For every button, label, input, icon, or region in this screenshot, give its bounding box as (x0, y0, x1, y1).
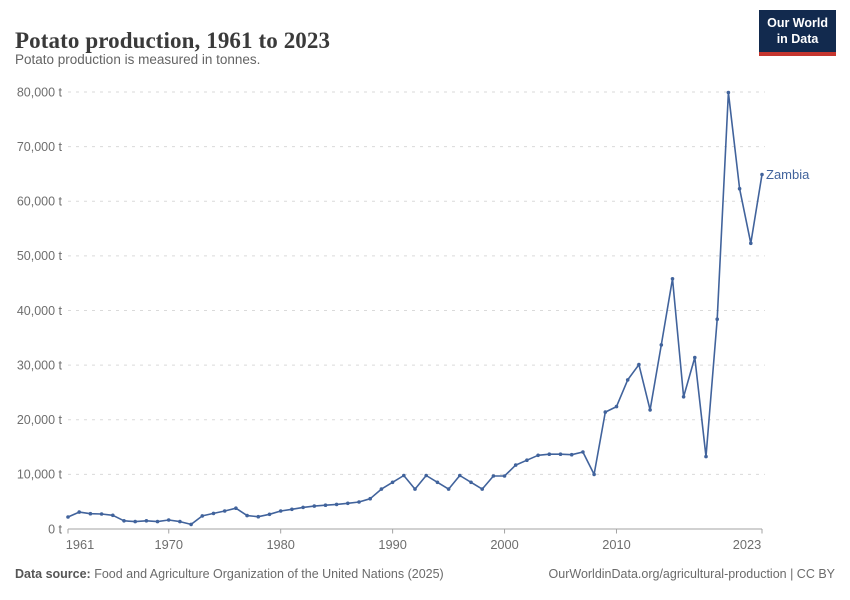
x-tick-label: 1990 (378, 537, 406, 552)
x-tick-label: 2023 (733, 537, 761, 552)
series-line-zambia[interactable] (67, 91, 763, 526)
data-source-label: Data source: (15, 567, 91, 581)
y-tick-label: 30,000 t (17, 358, 63, 372)
owid-logo-line1: Our World (767, 16, 828, 30)
chart-title: Potato production, 1961 to 2023 (15, 28, 331, 54)
chart-subtitle: Potato production is measured in tonnes. (15, 52, 261, 67)
x-tick-label: 1970 (155, 537, 183, 552)
x-tick-label: 2000 (490, 537, 518, 552)
y-tick-label: 80,000 t (17, 85, 63, 99)
y-tick-label: 40,000 t (17, 304, 63, 318)
x-tick-label: 1961 (66, 537, 94, 552)
y-tick-label: 60,000 t (17, 195, 63, 209)
y-tick-label: 70,000 t (17, 140, 63, 154)
series-label-zambia: Zambia (766, 167, 810, 182)
owid-logo[interactable]: Our World in Data (759, 10, 836, 56)
y-tick-label: 0 t (48, 522, 62, 536)
x-tick-label: 2010 (602, 537, 630, 552)
owid-logo-line2: in Data (776, 32, 819, 47)
data-source-note: Data source: Food and Agriculture Organi… (15, 567, 444, 581)
x-axis: 1961 1970 1980 1990 2000 2010 2023 (66, 528, 763, 552)
credit-link[interactable]: OurWorldinData.org/agricultural-producti… (548, 567, 835, 581)
data-source-text: Food and Agriculture Organization of the… (90, 567, 444, 581)
y-tick-label: 50,000 t (17, 249, 63, 263)
x-tick-label: 1980 (266, 537, 294, 552)
chart-footer: Data source: Food and Agriculture Organi… (15, 567, 835, 581)
y-tick-label: 10,000 t (17, 468, 63, 482)
series-markers (66, 90, 764, 527)
y-tick-label: 20,000 t (17, 413, 63, 427)
y-axis: 0 t 10,000 t 20,000 t 30,000 t 40,000 t 50,00… (17, 85, 765, 536)
